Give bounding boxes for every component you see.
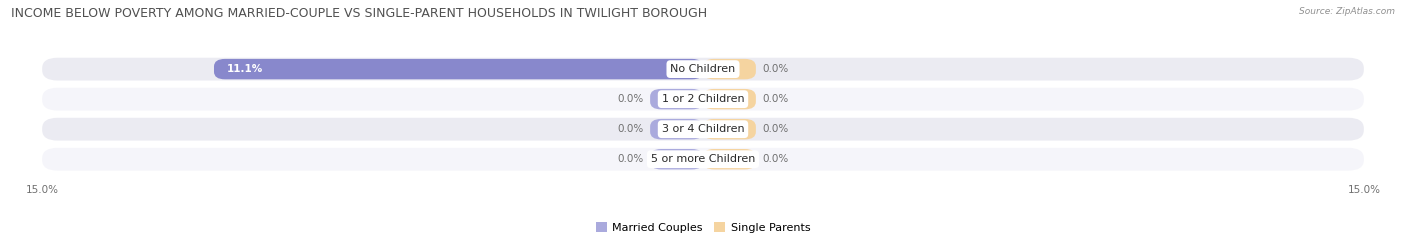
Text: 0.0%: 0.0% (617, 124, 644, 134)
FancyBboxPatch shape (42, 88, 1364, 111)
Text: 0.0%: 0.0% (762, 64, 789, 74)
Text: 3 or 4 Children: 3 or 4 Children (662, 124, 744, 134)
Text: INCOME BELOW POVERTY AMONG MARRIED-COUPLE VS SINGLE-PARENT HOUSEHOLDS IN TWILIGH: INCOME BELOW POVERTY AMONG MARRIED-COUPL… (11, 7, 707, 20)
Legend: Married Couples, Single Parents: Married Couples, Single Parents (596, 223, 810, 233)
Text: 1 or 2 Children: 1 or 2 Children (662, 94, 744, 104)
FancyBboxPatch shape (650, 89, 703, 109)
Text: Source: ZipAtlas.com: Source: ZipAtlas.com (1299, 7, 1395, 16)
FancyBboxPatch shape (650, 149, 703, 169)
FancyBboxPatch shape (703, 89, 756, 109)
FancyBboxPatch shape (214, 59, 703, 79)
Text: 0.0%: 0.0% (762, 124, 789, 134)
FancyBboxPatch shape (42, 148, 1364, 171)
FancyBboxPatch shape (42, 58, 1364, 81)
FancyBboxPatch shape (703, 119, 756, 139)
Text: 0.0%: 0.0% (762, 94, 789, 104)
Text: 0.0%: 0.0% (762, 154, 789, 164)
FancyBboxPatch shape (650, 119, 703, 139)
FancyBboxPatch shape (703, 149, 756, 169)
FancyBboxPatch shape (42, 118, 1364, 140)
Text: 5 or more Children: 5 or more Children (651, 154, 755, 164)
Text: 11.1%: 11.1% (228, 64, 263, 74)
Text: 0.0%: 0.0% (617, 154, 644, 164)
Text: 0.0%: 0.0% (617, 94, 644, 104)
Text: No Children: No Children (671, 64, 735, 74)
FancyBboxPatch shape (703, 59, 756, 79)
